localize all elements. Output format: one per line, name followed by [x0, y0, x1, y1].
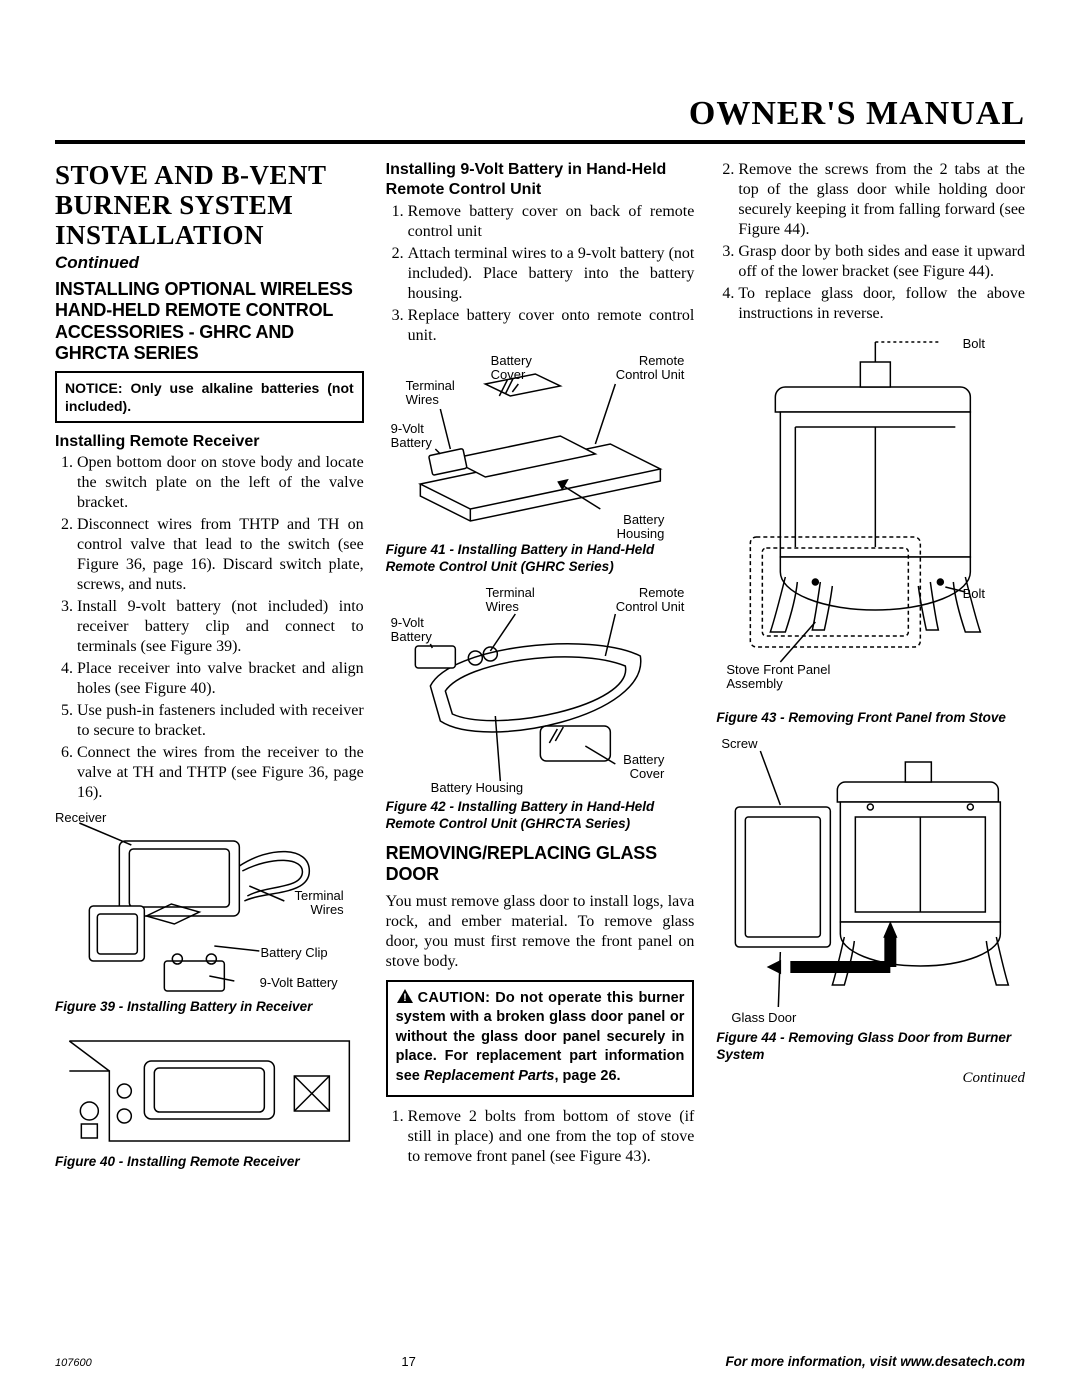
fig-label: Terminal — [486, 586, 535, 600]
fig-label: Cover — [630, 767, 665, 781]
steps-list: Open bottom door on stove body and locat… — [55, 453, 364, 803]
fig-label: Bolt — [963, 337, 985, 351]
fig-label: Control Unit — [616, 600, 685, 614]
figure-40-caption: Figure 40 - Installing Remote Receiver — [55, 1154, 364, 1171]
figure-44: Screw Glass Door — [716, 737, 1025, 1064]
section-title: STOVE AND B-VENT BURNER SYSTEM INSTALLAT… — [55, 160, 364, 251]
section-title-l2: BURNER SYSTEM — [55, 190, 293, 220]
column-1: STOVE AND B-VENT BURNER SYSTEM INSTALLAT… — [55, 160, 364, 1181]
fig-label-battery: 9-Volt Battery — [260, 976, 338, 990]
minor-heading: Installing Remote Receiver — [55, 433, 364, 451]
step: Attach terminal wires to a 9-volt batter… — [408, 244, 695, 304]
continued-label: Continued — [55, 253, 364, 273]
body-text: You must remove glass door to install lo… — [386, 892, 695, 972]
figure-42: Terminal Wires Remote Control Unit 9-Vol… — [386, 586, 695, 833]
step: Remove battery cover on back of remote c… — [408, 202, 695, 242]
figure-41: Terminal Wires Battery Cover Remote Cont… — [386, 354, 695, 576]
fig-label: Bolt — [963, 587, 985, 601]
fig-label: Stove Front Panel — [726, 663, 830, 677]
caution-lead: CAUTION: Do not operate this — [418, 990, 634, 1006]
fig-label: Assembly — [726, 677, 782, 691]
caution-box: ! CAUTION: Do not operate this burner sy… — [386, 980, 695, 1097]
step: Remove 2 bolts from bottom of stove (if … — [408, 1107, 695, 1167]
steps-list: Remove battery cover on back of remote c… — [386, 202, 695, 346]
step: Connect the wires from the receiver to t… — [77, 743, 364, 803]
figure-43-art — [716, 332, 1025, 707]
header-rule — [55, 140, 1025, 144]
caution-em: Replacement Parts — [424, 1068, 555, 1084]
figure-40-art — [55, 1026, 364, 1151]
step: Place receiver into valve bracket and al… — [77, 659, 364, 699]
steps-list: Remove 2 bolts from bottom of stove (if … — [386, 1107, 695, 1167]
fig-label: Battery Housing — [431, 781, 524, 795]
fig-label: Wires — [486, 600, 519, 614]
fig-label-clip: Battery Clip — [260, 946, 327, 960]
step: Replace battery cover onto remote contro… — [408, 306, 695, 346]
figure-43: Bolt Bolt Stove Front Panel Assembly — [716, 332, 1025, 727]
continued-label: Continued — [716, 1070, 1025, 1087]
step: Open bottom door on stove body and locat… — [77, 453, 364, 513]
fig-label: Battery — [391, 436, 432, 450]
figure-39: Receiver Terminal Wires Battery Clip 9-V… — [55, 811, 364, 1016]
fig-label: 9-Volt — [391, 616, 424, 630]
content-columns: STOVE AND B-VENT BURNER SYSTEM INSTALLAT… — [55, 160, 1025, 1181]
fig-label-wires: Wires — [310, 903, 343, 917]
svg-text:!: ! — [403, 992, 407, 1004]
section-title-l1: STOVE AND B-VENT — [55, 160, 327, 190]
fig-label: Battery — [623, 513, 664, 527]
figure-44-caption: Figure 44 - Removing Glass Door from Bur… — [716, 1030, 1025, 1064]
minor-heading: Installing 9-Volt Battery in Hand-Held R… — [386, 160, 695, 200]
figure-43-caption: Figure 43 - Removing Front Panel from St… — [716, 710, 1025, 727]
steps-list: Remove the screws from the 2 tabs at the… — [716, 160, 1025, 324]
figure-44-art — [716, 737, 1025, 1027]
step: Use push-in fasteners included with rece… — [77, 701, 364, 741]
fig-label: Cover — [491, 368, 526, 382]
fig-label: Glass Door — [731, 1011, 796, 1025]
caution-text2: , page 26. — [554, 1068, 620, 1084]
fig-label: Remote — [639, 586, 685, 600]
figure-39-caption: Figure 39 - Installing Battery in Receiv… — [55, 999, 364, 1016]
fig-label: Wires — [406, 393, 439, 407]
figure-41-caption: Figure 41 - Installing Battery in Hand-H… — [386, 542, 695, 576]
step: To replace glass door, follow the above … — [738, 284, 1025, 324]
column-2: Installing 9-Volt Battery in Hand-Held R… — [386, 160, 695, 1181]
subheading: REMOVING/REPLACING GLASS DOOR — [386, 843, 695, 886]
step: Remove the screws from the 2 tabs at the… — [738, 160, 1025, 240]
page-footer: 107600 17 For more information, visit ww… — [55, 1354, 1025, 1369]
subheading: INSTALLING OPTIONAL WIRELESS HAND-HELD R… — [55, 279, 364, 365]
doc-header: OWNER'S MANUAL — [689, 95, 1025, 133]
step: Install 9-volt battery (not included) in… — [77, 597, 364, 657]
step: Disconnect wires from THTP and TH on con… — [77, 515, 364, 595]
page-number: 17 — [401, 1354, 415, 1369]
more-info: For more information, visit www.desatech… — [725, 1354, 1025, 1369]
section-title-l3: INSTALLATION — [55, 220, 264, 250]
notice-box: NOTICE: Only use alkaline batteries (not… — [55, 371, 364, 423]
figure-40: Figure 40 - Installing Remote Receiver — [55, 1026, 364, 1171]
figure-42-caption: Figure 42 - Installing Battery in Hand-H… — [386, 799, 695, 833]
fig-label: Screw — [721, 737, 757, 751]
fig-label: Control Unit — [616, 368, 685, 382]
fig-label: Housing — [617, 527, 665, 541]
column-3: Remove the screws from the 2 tabs at the… — [716, 160, 1025, 1181]
fig-label-receiver: Receiver — [55, 811, 106, 825]
warning-icon: ! — [396, 988, 414, 1004]
fig-label: Battery — [391, 630, 432, 644]
notice-text: NOTICE: Only use alkaline batteries (not… — [65, 380, 354, 414]
doc-number: 107600 — [55, 1357, 92, 1369]
step: Grasp door by both sides and ease it upw… — [738, 242, 1025, 282]
